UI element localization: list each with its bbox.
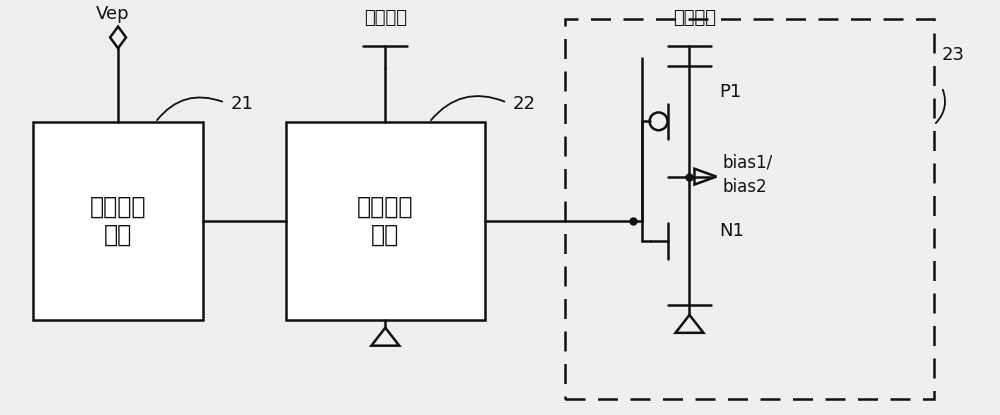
Text: 第二电压: 第二电压 (673, 9, 716, 27)
Text: bias1/
bias2: bias1/ bias2 (722, 153, 773, 196)
Bar (565, 19, 934, 399)
Text: 电平移位
单元: 电平移位 单元 (357, 195, 414, 247)
Text: 21: 21 (231, 95, 254, 113)
Text: P1: P1 (719, 83, 742, 101)
Text: 23: 23 (942, 46, 965, 64)
Text: 第二电压: 第二电压 (364, 9, 407, 27)
Bar (286, 122, 485, 320)
Text: 高压检测
单元: 高压检测 单元 (90, 195, 146, 247)
Text: N1: N1 (719, 222, 744, 240)
Text: 22: 22 (513, 95, 536, 113)
Bar (33, 122, 203, 320)
Text: Vep: Vep (96, 5, 130, 23)
